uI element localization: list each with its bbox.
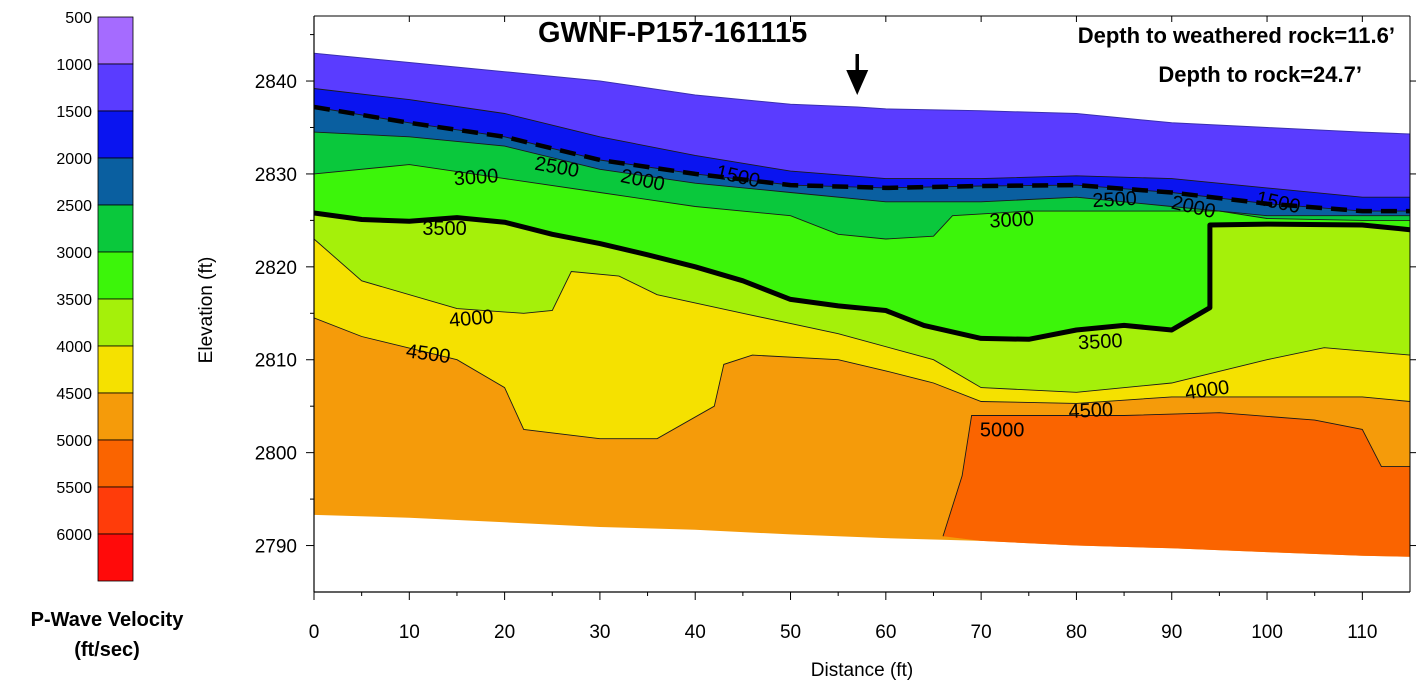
colorbar-level-label: 4500 (56, 386, 92, 403)
arrow-head (846, 70, 868, 95)
colorbar-level-label: 500 (65, 10, 92, 27)
contour-label: 4500 (1068, 399, 1114, 423)
x-tick-label: 50 (780, 622, 801, 643)
depth-weathered-rock-note: Depth to weathered rock=11.6’ (1078, 23, 1395, 48)
x-tick-label: 20 (494, 622, 515, 643)
contour-label: 4000 (448, 306, 494, 332)
colorbar-level-label: 4000 (56, 339, 92, 356)
x-tick-label: 100 (1251, 622, 1283, 643)
colorbar-level-label: 3000 (56, 245, 92, 262)
x-axis-label: Distance (ft) (811, 660, 913, 681)
colorbar-swatch (98, 111, 133, 158)
colorbar-swatch (98, 487, 133, 534)
colorbar-swatch (98, 158, 133, 205)
colorbar-title-line1: P-Wave Velocity (31, 609, 185, 631)
x-tick-label: 10 (399, 622, 420, 643)
x-tick-label: 40 (685, 622, 706, 643)
x-tick-label: 70 (971, 622, 992, 643)
colorbar-level-label: 6000 (56, 527, 92, 544)
x-tick-label: 60 (875, 622, 896, 643)
colorbar-level-label: 1000 (56, 57, 92, 74)
colorbar-level-label: 1500 (56, 104, 92, 121)
colorbar-level-label: 3500 (56, 292, 92, 309)
contour-label: 3500 (1078, 330, 1124, 354)
colorbar-level-label: 2000 (56, 151, 92, 168)
colorbar-swatch (98, 393, 133, 440)
y-tick-label: 2790 (255, 537, 297, 558)
contour-label: 3500 (422, 218, 467, 240)
x-tick-label: 110 (1347, 622, 1377, 643)
colorbar-level-label: 2500 (56, 198, 92, 215)
profile-title: GWNF-P157-161115 (538, 17, 807, 49)
colorbar-swatch (98, 299, 133, 346)
y-tick-label: 2810 (255, 351, 297, 372)
contour-label: 3000 (453, 165, 499, 190)
colorbar-level-label: 5000 (56, 433, 92, 450)
y-axis-label: Elevation (ft) (196, 257, 217, 364)
colorbar-swatch (98, 205, 133, 252)
x-tick-label: 90 (1161, 622, 1182, 643)
y-tick-label: 2800 (255, 444, 297, 465)
contour-label: 2500 (1092, 188, 1138, 212)
colorbar-swatch (98, 534, 133, 581)
contour-label: 3000 (989, 208, 1035, 232)
y-tick-label: 2830 (255, 165, 297, 186)
depth-rock-note: Depth to rock=24.7’ (1158, 62, 1362, 87)
colorbar-title-line2: (ft/sec) (74, 639, 140, 661)
x-tick-label: 0 (309, 622, 320, 643)
x-tick-label: 30 (589, 622, 610, 643)
colorbar-swatch (98, 64, 133, 111)
contour-label: 5000 (980, 419, 1025, 441)
velocity-fill-layers (314, 53, 1410, 557)
colorbar-swatch (98, 440, 133, 487)
x-tick-label: 80 (1066, 622, 1087, 643)
velocity-colorbar: 500 1000 1500 2000 2500 3000 3500 4000 4500 5000 5… (56, 10, 133, 581)
colorbar-swatch (98, 346, 133, 393)
y-tick-label: 2820 (255, 258, 297, 279)
colorbar-swatch (98, 252, 133, 299)
colorbar-level-label: 5500 (56, 480, 92, 497)
y-tick-label: 2840 (255, 72, 297, 93)
location-marker-arrow-icon (846, 54, 868, 95)
colorbar-swatch (98, 17, 133, 64)
